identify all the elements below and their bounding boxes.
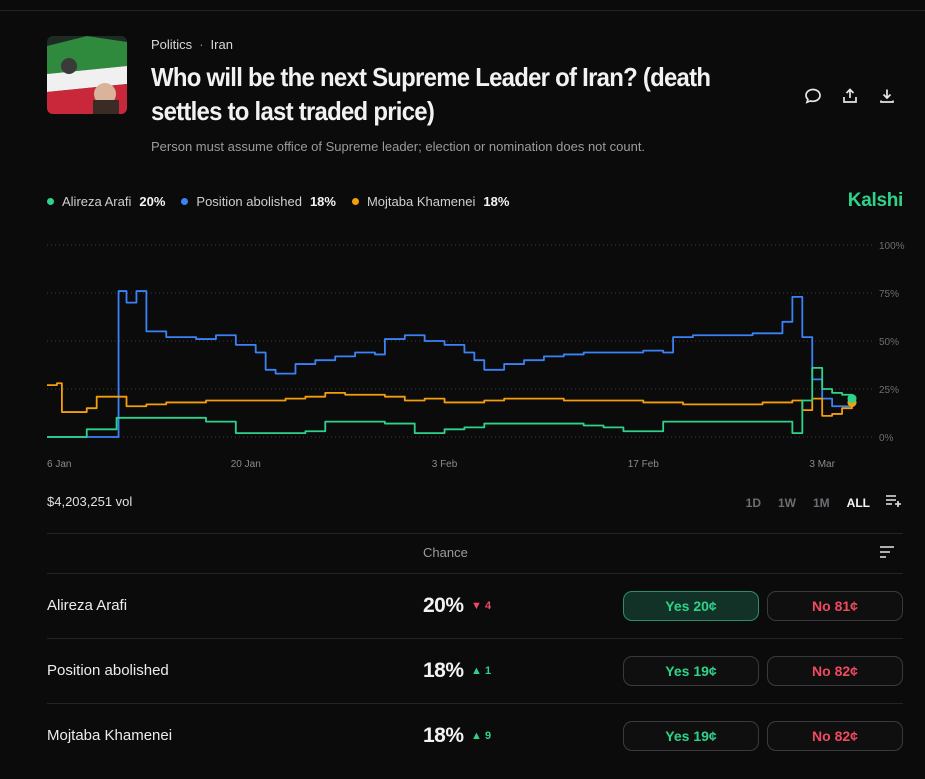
series-endpoint <box>847 394 857 404</box>
breadcrumb: Politics · Iran <box>151 37 233 52</box>
legend-label: Position abolished <box>196 194 302 209</box>
yes-button[interactable]: Yes 19¢ <box>623 721 759 751</box>
brand-logo: Kalshi <box>847 190 904 211</box>
y-tick-label: 0% <box>879 433 894 444</box>
outcome-delta: ▼ 4 <box>471 600 492 612</box>
no-button[interactable]: No 81¢ <box>767 591 903 621</box>
outcome-delta: ▲ 9 <box>471 730 492 742</box>
x-tick-label: 20 Jan <box>231 459 261 470</box>
legend-item-arafi[interactable]: Alireza Arafi 20% <box>47 194 165 209</box>
share-icon[interactable] <box>840 86 860 106</box>
outcome-delta: ▲ 1 <box>471 665 492 677</box>
range-1w[interactable]: 1W <box>778 495 796 510</box>
market-description: Person must assume office of Supreme lea… <box>151 139 646 154</box>
yes-button[interactable]: Yes 19¢ <box>623 656 759 686</box>
outcome-name: Mojtaba Khamenei <box>47 727 173 744</box>
outcome-row-arafi[interactable]: Alireza Arafi 20% ▼ 4 Yes 20¢ No 81¢ <box>47 573 903 638</box>
price-history-chart[interactable]: 100% 75% 50% 25% 0% 6 Jan 20 Jan 3 Feb 17 Feb 3 M… <box>0 230 925 475</box>
x-tick-label: 17 Feb <box>628 459 660 470</box>
delta-value: 9 <box>484 730 492 742</box>
outcome-name: Position abolished <box>47 662 169 679</box>
range-1m[interactable]: 1M <box>813 495 830 510</box>
outcome-chance: 20% <box>423 594 464 617</box>
sort-icon[interactable] <box>879 545 895 564</box>
legend-dot <box>47 198 54 205</box>
y-tick-label: 50% <box>879 337 899 348</box>
chart-legend: Alireza Arafi 20% Position abolished 18%… <box>47 194 525 209</box>
delta-value: 1 <box>484 665 492 677</box>
x-tick-label: 3 Feb <box>432 459 458 470</box>
series-line-position-abolished <box>47 290 853 438</box>
volume-label: $4,203,251 vol <box>47 494 133 509</box>
legend-label: Mojtaba Khamenei <box>366 194 476 209</box>
legend-item-khamenei[interactable]: Mojtaba Khamenei 18% <box>351 194 510 209</box>
table-divider <box>47 533 903 534</box>
no-button[interactable]: No 82¢ <box>767 721 903 751</box>
outcome-row-abolished[interactable]: Position abolished 18% ▲ 1 Yes 19¢ No 82… <box>47 638 903 703</box>
no-button[interactable]: No 82¢ <box>767 656 903 686</box>
series-line-mojtaba-khamenei <box>47 382 853 417</box>
page-title: Who will be the next Supreme Leader of I… <box>151 62 711 126</box>
legend-label: Alireza Arafi <box>62 194 132 209</box>
series-line-alireza-arafi <box>47 366 853 438</box>
yes-button[interactable]: Yes 20¢ <box>623 591 759 621</box>
y-tick-label: 75% <box>879 289 899 300</box>
chance-column-header: Chance <box>423 545 468 560</box>
y-tick-label: 100% <box>879 241 905 252</box>
download-icon[interactable] <box>877 86 897 106</box>
time-range-selector: 1D 1W 1M ALL <box>729 494 903 511</box>
legend-pct: 18% <box>483 194 510 209</box>
legend-pct: 18% <box>309 194 336 209</box>
outcome-row-khamenei[interactable]: Mojtaba Khamenei 18% ▲ 9 Yes 19¢ No 82¢ <box>47 703 903 768</box>
outcome-chance: 18% <box>423 659 464 682</box>
x-tick-label: 6 Jan <box>47 459 71 470</box>
header-actions <box>803 86 897 106</box>
breadcrumb-subcategory[interactable]: Iran <box>210 37 233 52</box>
legend-item-abolished[interactable]: Position abolished 18% <box>181 194 336 209</box>
y-tick-label: 25% <box>879 385 899 396</box>
top-divider <box>0 10 925 11</box>
breadcrumb-separator: · <box>199 37 204 52</box>
market-thumbnail <box>47 36 127 114</box>
legend-dot <box>351 198 359 205</box>
outcome-name: Alireza Arafi <box>47 597 128 614</box>
range-all[interactable]: ALL <box>846 495 870 510</box>
legend-pct: 20% <box>139 194 166 209</box>
add-series-icon[interactable] <box>885 494 903 511</box>
outcome-chance: 18% <box>423 724 464 747</box>
breadcrumb-category[interactable]: Politics <box>151 37 193 52</box>
comment-icon[interactable] <box>803 86 823 106</box>
range-1d[interactable]: 1D <box>745 495 761 510</box>
x-tick-label: 3 Mar <box>809 459 835 470</box>
delta-value: 4 <box>484 600 492 612</box>
legend-dot <box>181 198 189 205</box>
